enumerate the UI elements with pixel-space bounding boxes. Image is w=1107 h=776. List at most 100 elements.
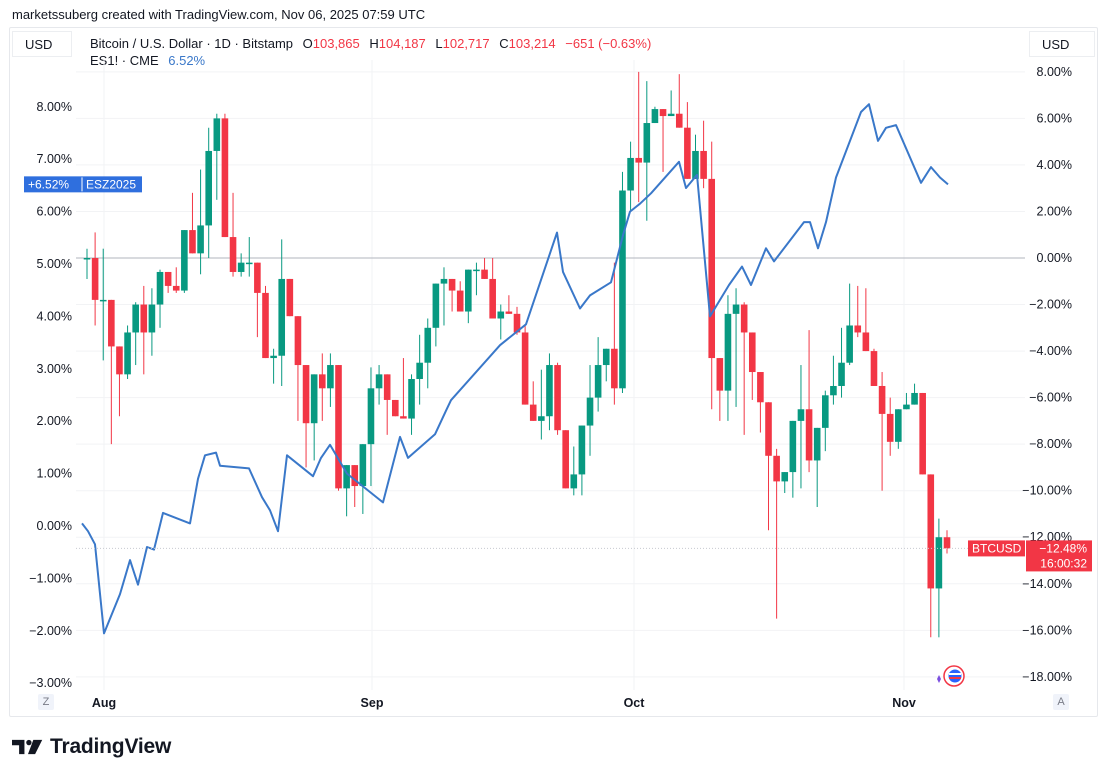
candle-up[interactable] [935,537,943,589]
candle-up[interactable] [724,313,732,391]
candle-down[interactable] [716,358,724,391]
candle-up[interactable] [310,374,318,424]
candle-down[interactable] [870,351,878,386]
candle-up[interactable] [270,355,277,359]
candle-down[interactable] [659,109,667,117]
candle-up[interactable] [465,269,472,312]
candle-up[interactable] [895,409,902,442]
candle-up[interactable] [813,427,821,461]
candle-up[interactable] [205,150,212,226]
candle-down[interactable] [318,374,326,389]
candle-up[interactable] [846,325,853,363]
candle-down[interactable] [529,404,537,421]
candle-down[interactable] [700,150,707,179]
candle-down[interactable] [189,230,196,254]
candle-up[interactable] [408,379,415,419]
candle-down[interactable] [221,118,229,238]
candle-up[interactable] [911,392,918,405]
candle-up[interactable] [367,388,375,445]
candle-down[interactable] [286,278,294,317]
currency-selector-right[interactable]: USD [1029,31,1095,57]
candle-up[interactable] [797,409,805,421]
candle-down[interactable] [335,365,342,489]
candle-up[interactable] [578,425,586,475]
compare-series-legend[interactable]: ES1! · CME 6.52% [90,52,651,69]
candle-up[interactable] [359,444,367,487]
candle-up[interactable] [124,332,131,375]
candle-up[interactable] [497,311,505,319]
candle-down[interactable] [116,346,123,375]
candle-down[interactable] [172,285,180,291]
candle-down[interactable] [684,127,691,179]
candle-down[interactable] [675,113,683,128]
candle-up[interactable] [732,304,740,314]
candle-up[interactable] [237,262,245,272]
candle-down[interactable] [805,409,813,461]
candle-down[interactable] [91,258,99,300]
candle-down[interactable] [262,292,269,359]
candle-up[interactable] [667,113,675,117]
candle-down[interactable] [862,332,870,352]
candle-up[interactable] [327,365,334,389]
candle-down[interactable] [294,316,302,366]
candle-up[interactable] [838,362,845,386]
candle-down[interactable] [448,278,456,291]
candle-up[interactable] [586,397,594,426]
candle-up[interactable] [181,230,188,291]
candle-up[interactable] [83,258,91,260]
candle-up[interactable] [197,225,204,254]
candle-down[interactable] [351,465,359,487]
candle-up[interactable] [619,190,626,389]
candle-down[interactable] [521,332,529,405]
candle-down[interactable] [456,290,464,312]
candle-up[interactable] [781,472,789,482]
candle-down[interactable] [740,304,748,333]
candle-up[interactable] [278,278,286,356]
candle-up[interactable] [789,420,797,473]
candle-down[interactable] [611,348,618,389]
candle-down[interactable] [562,430,569,489]
candle-up[interactable] [99,299,107,302]
candle-up[interactable] [651,109,659,124]
candle-up[interactable] [538,416,545,421]
candle-down[interactable] [505,311,513,314]
candle-up[interactable] [903,404,910,410]
candle-up[interactable] [132,304,139,333]
candle-up[interactable] [245,262,253,265]
es-comparison-line[interactable] [81,103,949,635]
candle-down[interactable] [254,262,261,293]
zoom-reset-button[interactable]: Z [38,694,54,710]
candle-down[interactable] [229,237,237,272]
candle-down[interactable] [481,269,488,279]
candle-up[interactable] [343,465,350,489]
candle-up[interactable] [602,348,610,366]
candle-up[interactable] [432,283,440,328]
candle-down[interactable] [164,271,172,286]
candle-down[interactable] [554,365,561,431]
candle-up[interactable] [627,157,634,191]
candle-down[interactable] [400,416,407,419]
candle-down[interactable] [757,372,764,403]
candle-up[interactable] [473,269,480,272]
candle-up[interactable] [416,362,423,380]
candle-down[interactable] [383,374,391,400]
candle-down[interactable] [854,325,862,333]
candle-down[interactable] [943,537,951,549]
candle-down[interactable] [748,332,756,373]
candle-down[interactable] [919,392,926,475]
candle-down[interactable] [773,455,780,482]
candle-up[interactable] [375,374,383,389]
auto-scale-button[interactable]: A [1053,694,1069,710]
candle-up[interactable] [156,271,164,305]
candle-down[interactable] [635,157,642,163]
candle-up[interactable] [148,304,156,333]
candle-down[interactable] [765,402,772,456]
candle-down[interactable] [927,474,935,589]
currency-selector-left[interactable]: USD [12,31,72,57]
candle-up[interactable] [594,365,602,398]
candle-up[interactable] [546,365,553,417]
candle-down[interactable] [140,304,148,333]
candle-up[interactable] [213,118,221,151]
candle-up[interactable] [692,150,699,179]
